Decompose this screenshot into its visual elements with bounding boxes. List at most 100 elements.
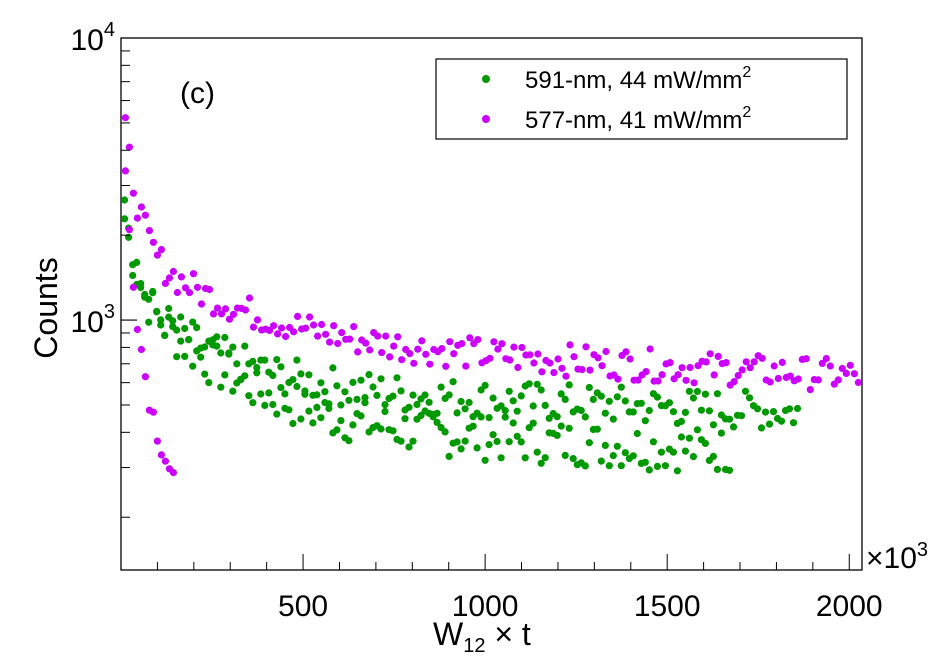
data-point-series-1	[373, 391, 381, 399]
data-point-series-1	[253, 364, 261, 372]
data-point-series-1	[713, 390, 722, 398]
data-point-series-1	[121, 196, 129, 204]
plot-border	[120, 37, 863, 571]
data-point-series-1	[645, 466, 653, 474]
data-point-series-1	[229, 343, 237, 351]
data-point-series-1	[709, 421, 718, 429]
data-point-series-1	[213, 333, 221, 341]
data-point-series-1	[225, 349, 233, 357]
data-point-series-1	[769, 408, 778, 416]
data-point-series-1	[213, 342, 221, 350]
data-point-series-2	[426, 360, 434, 368]
data-point-series-2	[686, 363, 694, 372]
data-point-series-2	[189, 270, 198, 278]
data-point-series-1	[197, 353, 205, 361]
data-point-series-1	[561, 451, 569, 459]
data-point-series-2	[690, 379, 698, 387]
data-point-series-1	[333, 382, 341, 390]
data-point-series-1	[433, 409, 441, 417]
panel-label: (c)	[180, 77, 215, 110]
data-point-series-1	[737, 412, 746, 420]
data-point-series-1	[753, 405, 762, 413]
x-tick-label: 1000	[452, 590, 519, 623]
data-point-series-1	[249, 357, 257, 365]
data-point-series-2	[742, 358, 750, 366]
data-point-series-2	[738, 366, 746, 374]
data-point-series-1	[377, 375, 385, 383]
data-point-series-1	[505, 387, 513, 395]
data-point-series-2	[582, 343, 590, 351]
data-point-series-1	[413, 400, 421, 409]
x-tick-label: 500	[278, 590, 328, 623]
data-point-series-2	[374, 332, 382, 340]
data-point-series-1	[537, 459, 545, 467]
data-point-series-2	[554, 355, 562, 363]
data-point-series-2	[834, 376, 842, 384]
data-point-series-1	[693, 387, 702, 396]
y-axis-label: Counts	[28, 257, 64, 358]
data-point-series-2	[614, 375, 622, 383]
data-point-series-1	[469, 422, 477, 430]
data-point-series-2	[490, 338, 498, 346]
data-point-series-1	[145, 295, 153, 303]
data-point-series-2	[602, 347, 610, 356]
data-point-series-1	[677, 417, 686, 425]
data-point-series-1	[177, 337, 185, 345]
data-point-series-1	[217, 349, 225, 357]
data-point-series-2	[133, 214, 141, 222]
data-point-series-2	[406, 350, 414, 358]
data-point-series-1	[181, 352, 189, 360]
data-point-series-2	[129, 189, 137, 197]
data-point-series-1	[241, 342, 249, 350]
data-point-series-2	[550, 369, 558, 377]
data-point-series-2	[734, 371, 742, 380]
data-point-series-1	[361, 399, 369, 407]
data-point-series-2	[654, 377, 662, 385]
data-point-series-1	[577, 406, 585, 415]
data-point-series-1	[309, 419, 317, 427]
data-point-series-2	[706, 350, 714, 358]
data-point-series-2	[141, 211, 149, 219]
data-point-series-2	[578, 366, 586, 374]
data-point-series-1	[673, 467, 682, 475]
data-point-series-1	[377, 425, 385, 433]
data-point-series-2	[570, 353, 578, 361]
data-point-series-2	[842, 369, 850, 377]
data-point-series-1	[337, 417, 345, 425]
data-point-series-2	[658, 371, 666, 379]
data-point-series-2	[221, 305, 230, 313]
data-point-series-2	[526, 351, 534, 359]
data-point-series-2	[350, 323, 358, 331]
data-point-series-2	[730, 378, 738, 386]
data-point-series-1	[181, 324, 189, 333]
data-point-series-2	[157, 451, 165, 459]
data-point-series-2	[494, 345, 502, 353]
data-point-series-1	[613, 393, 621, 401]
data-point-series-2	[245, 294, 254, 302]
data-point-series-1	[441, 428, 449, 436]
data-point-series-1	[221, 333, 229, 342]
data-point-series-2	[185, 289, 194, 297]
data-point-series-1	[793, 404, 802, 413]
data-point-series-1	[345, 396, 353, 404]
data-point-series-1	[597, 392, 605, 400]
data-point-series-1	[173, 353, 181, 361]
data-point-series-1	[221, 371, 229, 379]
data-point-series-1	[201, 370, 209, 378]
data-point-series-2	[141, 373, 149, 381]
data-point-series-2	[390, 342, 398, 350]
data-point-series-1	[501, 407, 509, 415]
data-point-series-1	[669, 408, 678, 416]
data-point-series-1	[289, 419, 297, 428]
data-point-series-1	[261, 401, 269, 409]
data-point-series-2	[153, 251, 161, 259]
x-tick-label: 2000	[816, 590, 883, 623]
data-point-series-2	[398, 356, 406, 364]
data-point-series-1	[705, 407, 714, 415]
data-point-series-1	[405, 443, 413, 451]
data-point-series-1	[541, 401, 549, 409]
data-point-series-1	[449, 378, 457, 386]
data-point-series-1	[405, 403, 413, 411]
data-point-series-2	[318, 320, 326, 329]
data-point-series-2	[838, 364, 846, 373]
